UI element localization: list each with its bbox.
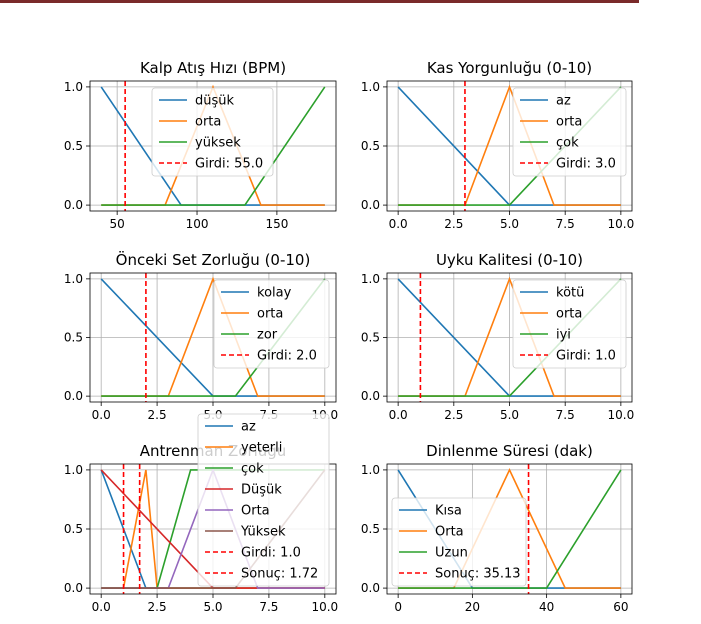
legend-label-girdi-1-0: Girdi: 1.0 <box>556 349 616 364</box>
x-tick-label: 0 <box>394 600 402 614</box>
legend-label-orta: Orta <box>435 525 464 540</box>
y-tick-label: 0.5 <box>361 139 380 153</box>
y-tick-label: 1.0 <box>64 463 83 477</box>
legend-label-az: az <box>241 420 256 435</box>
legend-label-girdi-55-0: Girdi: 55.0 <box>195 157 263 172</box>
chart-title: Kalp Atış Hızı (BPM) <box>140 59 286 77</box>
chart-title: Uyku Kalitesi (0-10) <box>436 251 583 269</box>
y-tick-label: 0.0 <box>361 389 380 403</box>
x-tick-label: 7.5 <box>556 217 575 231</box>
legend-label-orta: orta <box>556 307 582 322</box>
x-tick-label: 50 <box>110 217 125 231</box>
legend-label-orta: orta <box>195 115 221 130</box>
legend-box <box>151 87 274 177</box>
y-tick-label: 1.0 <box>64 80 83 94</box>
x-tick-label: 2.5 <box>148 600 167 614</box>
chart-panel-4: 0.0 2.5 5.0 7.5 10.0 0.0 0.5 1.0 Uyku Kalitesi (… <box>361 251 634 422</box>
legend-label-kotu: kötü <box>556 286 584 301</box>
window-top-strip <box>0 0 701 3</box>
legend-label-orta: orta <box>556 115 582 130</box>
y-tick-label: 1.0 <box>361 463 380 477</box>
legend: düşük orta yüksek Girdi: 55.0 <box>151 87 274 177</box>
x-tick-label: 2.5 <box>148 408 167 422</box>
x-tick-label: 0.0 <box>389 408 408 422</box>
legend-label-orta: Orta <box>241 504 270 519</box>
y-tick-label: 0.0 <box>64 198 83 212</box>
y-tick-label: 0.5 <box>64 331 83 345</box>
legend-label-yeterli: yeterli <box>241 441 282 456</box>
y-tick-label: 0.5 <box>64 522 83 536</box>
x-tick-label: 0.0 <box>92 600 111 614</box>
legend-label-kisa: Kısa <box>435 504 462 519</box>
x-tick-label: 5.0 <box>500 408 519 422</box>
legend-label-uzun: Uzun <box>435 546 468 561</box>
y-tick-label: 0.0 <box>361 581 380 595</box>
legend-label-kolay: kolay <box>257 286 292 301</box>
legend-label-yuksek: yüksek <box>195 136 241 151</box>
legend-label-dusuk: düşük <box>195 94 235 109</box>
legend-label-yuksek: Yüksek <box>240 525 286 540</box>
legend-label-sonuc-35-13: Sonuç: 35.13 <box>435 567 521 582</box>
y-tick-label: 0.5 <box>64 139 83 153</box>
legend-label-sonuc-1-72: Sonuç: 1.72 <box>241 567 318 582</box>
x-tick-label: 10.0 <box>608 408 635 422</box>
y-tick-label: 1.0 <box>64 272 83 286</box>
legend-label-girdi-1-0: Girdi: 1.0 <box>241 546 301 561</box>
legend-label-iyi: iyi <box>556 328 571 343</box>
legend-label-cok: çok <box>241 462 264 477</box>
legend-label-orta: orta <box>257 307 283 322</box>
x-tick-label: 0.0 <box>92 408 111 422</box>
legend-box <box>512 279 627 369</box>
legend: az yeterli çok Düşük Orta Yüksek Girdi: 1.0 Son… <box>197 413 330 587</box>
chart-panel-2: 0.0 2.5 5.0 7.5 10.0 0.0 0.5 1.0 Kas Yorgunluğu … <box>361 59 634 231</box>
y-tick-label: 0.0 <box>361 198 380 212</box>
chart-title: Kas Yorgunluğu (0-10) <box>427 59 592 77</box>
y-tick-label: 0.5 <box>361 522 380 536</box>
legend: kötü orta iyi Girdi: 1.0 <box>512 279 627 369</box>
legend-box <box>391 497 527 587</box>
legend-label-girdi-3-0: Girdi: 3.0 <box>556 157 616 172</box>
series-line-yuksek <box>101 86 326 206</box>
series-line-uzun <box>398 469 622 589</box>
x-tick-label: 7.5 <box>259 600 278 614</box>
legend-label-dusuk: Düşük <box>241 483 282 498</box>
x-tick-label: 5.0 <box>203 600 222 614</box>
x-tick-label: 5.0 <box>500 217 519 231</box>
x-tick-label: 7.5 <box>556 408 575 422</box>
x-tick-label: 60 <box>613 600 628 614</box>
legend-label-zor: zor <box>257 328 278 343</box>
legend-label-az: az <box>556 94 571 109</box>
legend: kolay orta zor Girdi: 2.0 <box>213 279 330 369</box>
y-tick-label: 1.0 <box>361 272 380 286</box>
legend-label-cok: çok <box>556 136 579 151</box>
legend: Kısa Orta Uzun Sonuç: 35.13 <box>391 497 527 587</box>
x-tick-label: 2.5 <box>444 217 463 231</box>
legend-box <box>512 87 627 177</box>
chart-title: Önceki Set Zorluğu (0-10) <box>116 250 311 269</box>
legend-label-girdi-2-0: Girdi: 2.0 <box>257 349 317 364</box>
x-tick-label: 10.0 <box>608 217 635 231</box>
x-tick-label: 2.5 <box>444 408 463 422</box>
x-tick-label: 100 <box>186 217 209 231</box>
window-top-strip-right <box>639 0 701 3</box>
chart-title: Dinlenme Süresi (dak) <box>426 442 593 460</box>
legend-box <box>197 413 330 587</box>
y-tick-label: 0.0 <box>64 581 83 595</box>
x-tick-label: 40 <box>539 600 554 614</box>
y-tick-label: 0.5 <box>361 331 380 345</box>
legend: az orta çok Girdi: 3.0 <box>512 87 627 177</box>
x-tick-label: 10.0 <box>311 600 338 614</box>
chart-panel-6: 0 20 40 60 0.0 0.5 1.0 Dinlenme Süresi (dak) Kıs… <box>361 442 633 614</box>
y-tick-label: 0.0 <box>64 389 83 403</box>
x-tick-label: 150 <box>265 217 288 231</box>
legend-box <box>213 279 330 369</box>
y-tick-label: 1.0 <box>361 80 380 94</box>
x-tick-label: 0.0 <box>389 217 408 231</box>
chart-panel-1: 50 100 150 0.0 0.5 1.0 Kalp Atış Hızı (BPM) düş… <box>64 59 337 231</box>
x-tick-label: 20 <box>465 600 480 614</box>
